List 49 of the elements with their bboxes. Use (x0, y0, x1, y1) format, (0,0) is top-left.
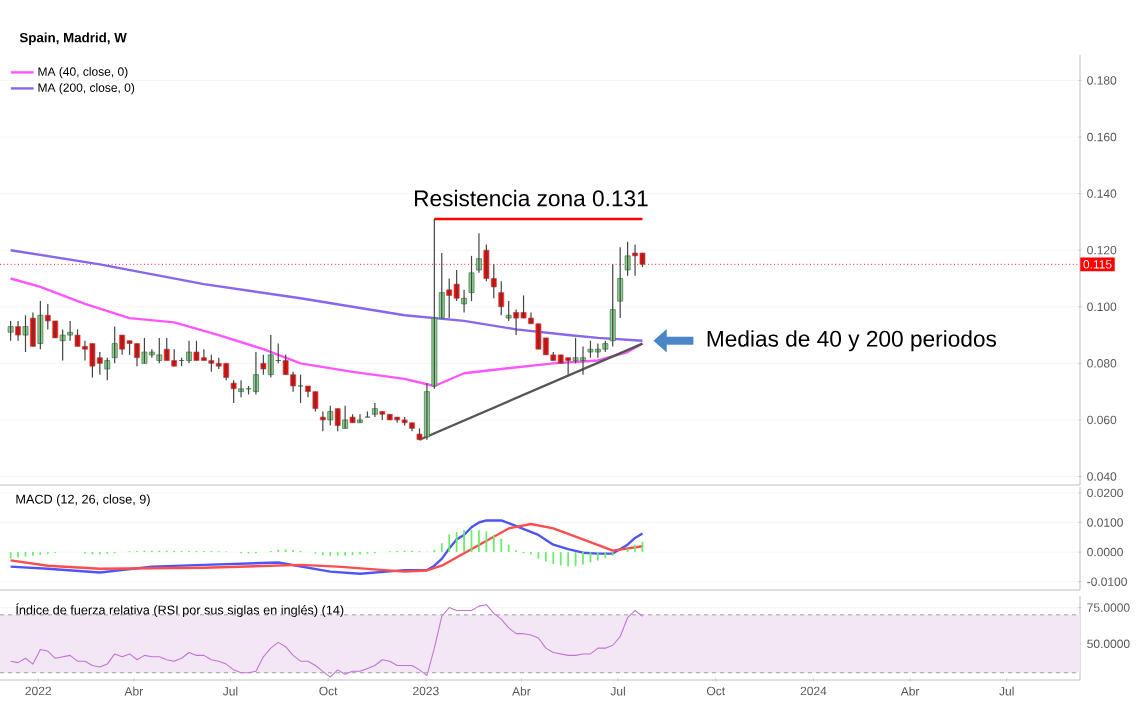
candlestick (617, 246, 624, 319)
y-tick-label: 50.0000 (1087, 639, 1130, 649)
x-tick-label: Jul (610, 686, 625, 696)
x-tick-label: Jul (999, 686, 1014, 696)
candlestick (37, 300, 44, 350)
ref-line-label: 0.115 (1083, 260, 1112, 269)
legend-label: MA (40, close, 0) (38, 67, 128, 79)
x-tick-label: 2023 (413, 686, 439, 696)
candlestick (7, 320, 14, 342)
candlestick (22, 314, 29, 353)
y-tick-label: 0.0200 (1087, 488, 1123, 498)
annotation: Resistencia zona 0.131 (415, 189, 648, 207)
y-tick-label: 0.120 (1087, 245, 1117, 255)
y-tick-label: 0.060 (1087, 415, 1117, 425)
x-tick-label: Abr (124, 686, 143, 696)
y-tick-label: 0.140 (1087, 189, 1117, 198)
candlestick (334, 408, 341, 432)
x-tick-label: 2024 (800, 686, 827, 696)
x-tick-label: 2022 (25, 686, 51, 696)
candlestick (505, 300, 512, 322)
x-tick-label: Oct (706, 686, 725, 696)
text: Índice de fuerza relativa (RSI por sus siglas en inglés) (14) (16, 603, 344, 617)
y-tick-label: 0.080 (1087, 359, 1117, 368)
x-tick-label: Oct (319, 686, 338, 696)
chart-title: Spain, Madrid, W (19, 32, 127, 45)
candlestick (260, 354, 267, 376)
candlestick (624, 241, 631, 277)
y-tick-label: 0.0000 (1087, 547, 1123, 557)
candlestick (327, 405, 334, 427)
y-tick-label: 0.160 (1087, 132, 1117, 142)
y-tick-label: -0.0100 (1087, 577, 1127, 586)
x-tick-label: Abr (512, 686, 531, 696)
candlestick (319, 410, 326, 432)
y-tick-label: 75.0000 (1087, 603, 1130, 612)
x-tick-label: Jul (222, 686, 238, 696)
y-tick-label: 0.040 (1087, 472, 1117, 481)
legend-label: MA (200, close, 0) (38, 83, 135, 95)
candlestick (297, 374, 304, 404)
candlestick (468, 255, 475, 302)
y-tick-label: 0.0100 (1087, 518, 1123, 527)
candlestick (104, 357, 111, 381)
y-tick-label: 0.180 (1087, 76, 1117, 85)
candlestick (349, 413, 356, 424)
annotation: Medias de 40 y 200 periodos (707, 330, 997, 352)
candlestick (111, 325, 118, 364)
candlestick (230, 379, 237, 404)
x-tick-label: Abr (900, 686, 920, 696)
text: MACD (12, 26, close, 9) (16, 494, 150, 507)
y-tick-label: 0.100 (1087, 302, 1117, 312)
